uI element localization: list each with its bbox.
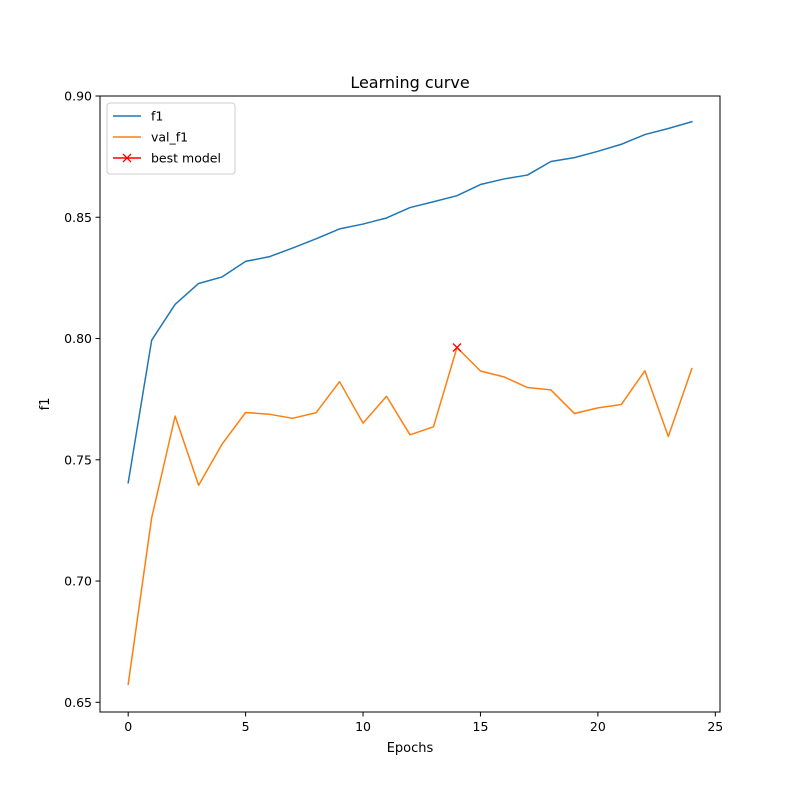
x-tick-label: 20 [590, 719, 606, 734]
y-tick-label: 0.85 [64, 210, 92, 225]
y-tick-label: 0.75 [64, 452, 92, 467]
series-line-val-f1 [127, 346, 693, 686]
y-tick-label: 0.70 [64, 574, 92, 589]
marker-stroke [452, 343, 462, 352]
x-axis-label: Epochs [387, 741, 434, 756]
y-tick-label: 0.65 [64, 695, 92, 710]
legend-label: val_f1 [151, 130, 188, 145]
axes-frame [99, 95, 721, 713]
legend-marker [122, 153, 132, 163]
legend-entry: val_f1 [113, 130, 188, 145]
best-model-marker [452, 343, 462, 352]
x-tick-label: 25 [707, 719, 723, 734]
chart-title: Learning curve [350, 73, 469, 92]
y-axis-label: f1 [38, 398, 53, 411]
legend-label: f1 [151, 109, 163, 124]
y-tick-label: 0.90 [64, 89, 92, 104]
y-tick-label: 0.80 [64, 331, 92, 346]
x-tick-label: 15 [473, 719, 489, 734]
legend-box [106, 102, 236, 175]
series-line-f1 [127, 120, 693, 484]
x-tick-label: 5 [242, 719, 250, 734]
legend-entry: best model [113, 151, 221, 166]
legend-entry: f1 [113, 109, 163, 124]
plot-area [127, 120, 693, 686]
x-tick-label: 10 [355, 719, 371, 734]
axis-ticks: 0 5 10 15 20 25 0.65 0.70 0.75 0.80 0.85 0.90 [64, 89, 723, 735]
legend-label: best model [151, 151, 221, 166]
x-tick-label: 0 [124, 719, 132, 734]
